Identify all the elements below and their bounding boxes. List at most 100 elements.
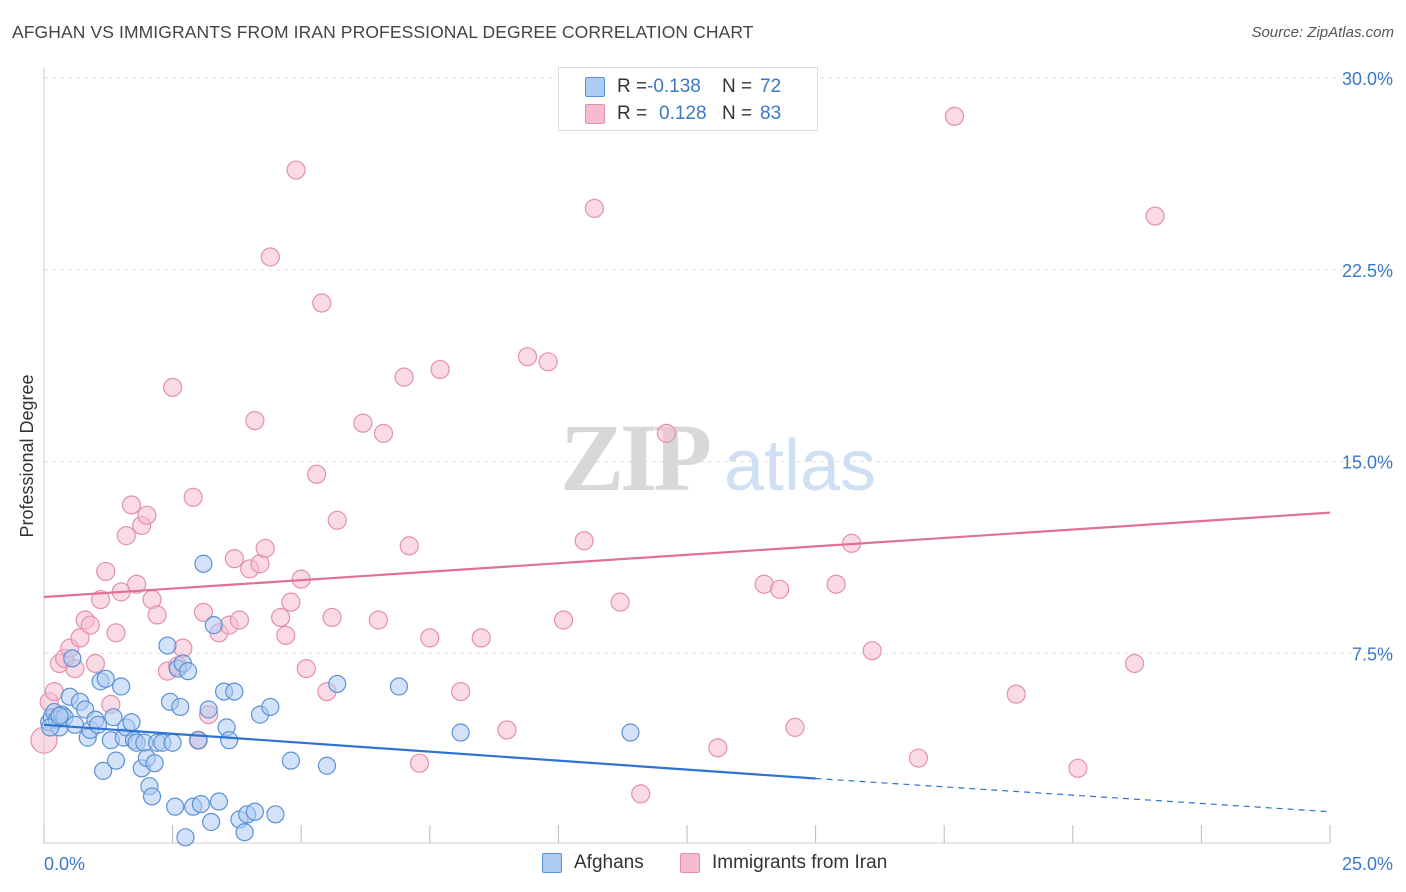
watermark-zip: ZIP [560,404,709,511]
iran-point [420,628,440,648]
legend-n-label: N = [722,103,753,124]
axes [43,68,1331,844]
afghans-point [209,792,228,811]
afghans-point [166,797,185,816]
iran-point [260,247,280,267]
iran-point [399,536,419,556]
iran-point [708,738,728,758]
afghans-point [204,616,223,635]
afghans-point [104,708,123,727]
iran-point [163,377,183,397]
y-tick-label: 22.5% [1342,261,1393,281]
iran-point [1068,758,1088,778]
iran-point [353,413,373,433]
legend-n-label: N = [722,76,753,97]
afghans-point [122,713,141,732]
iran-point [1145,206,1165,226]
bottom-legend-iran: Immigrants from Iran [680,852,887,874]
afghans-point [261,697,280,717]
afghans-point [50,706,69,725]
afghans-point [281,751,301,770]
afghans-point [63,649,82,668]
iran-point [276,625,296,645]
iran-point [224,549,244,569]
iran-point [769,579,790,599]
series-afghans-points [40,554,640,847]
afghans-point [245,802,265,821]
afghans-point [266,805,285,824]
iran-point [430,359,450,380]
afghans-point [142,787,162,806]
iran-point [322,607,342,628]
afghans-point [158,636,177,655]
afghans-point [96,669,115,688]
iran-point [193,602,214,622]
legend-row-afghans: R = -0.138 N = 72 [585,75,781,99]
tick-labels: 7.5% 15.0% 22.5% 30.0% 0.0% 25.0% [44,69,1393,874]
legend-n-value: 72 [760,76,782,97]
series-iran-points [30,106,1165,804]
afghans-point [225,682,244,701]
iran-point [584,198,605,218]
legend-row-iran: R = 0.128 N = 83 [585,102,781,126]
bottom-legend-swatch-blue [542,853,562,873]
watermark: ZIP atlas [560,404,876,511]
afghans-trend-line [43,723,816,780]
y-tick-label: 15.0% [1342,453,1393,473]
iran-point [286,160,306,180]
afghans-point [621,723,640,742]
iran-point [271,607,291,628]
chart-title: AFGHAN VS IMMIGRANTS FROM IRAN PROFESSIO… [12,22,754,42]
iran-point [1124,653,1145,674]
iran-point [137,505,157,525]
legend-n-value: 83 [760,103,782,124]
iran-point [312,293,332,313]
iran-point [553,610,574,630]
iran-point [409,753,430,773]
iran-point [497,720,517,740]
iran-point [826,574,846,594]
legend-r-label: R = [617,76,648,97]
iran-point [245,410,265,431]
iran-point [106,623,126,643]
afghans-point [88,715,108,734]
legend: R = -0.138 N = 72 R = 0.128 N = 83 [558,67,818,131]
iran-point [121,495,142,515]
iran-point [610,592,630,612]
afghans-point [220,731,239,750]
y-axis-label: Professional Degree [17,374,37,537]
afghans-trend-line-extension [815,777,1331,813]
trend-lines [43,511,1331,813]
x-tick-label: 0.0% [44,854,85,874]
iran-point [517,347,538,367]
iran-point [785,717,805,737]
afghans-point [199,700,218,719]
iran-point [96,561,116,582]
legend-swatch-pink [585,104,605,124]
iran-point [908,748,929,768]
afghans-point [389,677,409,696]
iran-point [1006,684,1026,704]
iran-point [90,589,111,610]
y-tick-label: 30.0% [1342,69,1393,89]
iran-point [451,681,471,702]
iran-point [944,106,965,126]
iran-point [183,487,203,507]
afghans-point [112,677,131,696]
bottom-legend-afghans: Afghans [542,852,644,874]
afghans-point [202,812,221,832]
iran-point [296,658,316,679]
iran-point [862,641,882,661]
afghans-point [328,674,347,694]
iran-point [327,510,347,530]
iran-point [80,615,100,635]
afghans-point [106,751,126,770]
afghans-point [317,756,337,775]
legend-r-value: 0.128 [659,103,707,124]
afghans-point [65,715,84,734]
iran-point [307,464,327,484]
iran-point [126,574,147,594]
afghans-point [451,723,470,742]
iran-point [44,681,64,702]
afghans-point [163,733,182,752]
